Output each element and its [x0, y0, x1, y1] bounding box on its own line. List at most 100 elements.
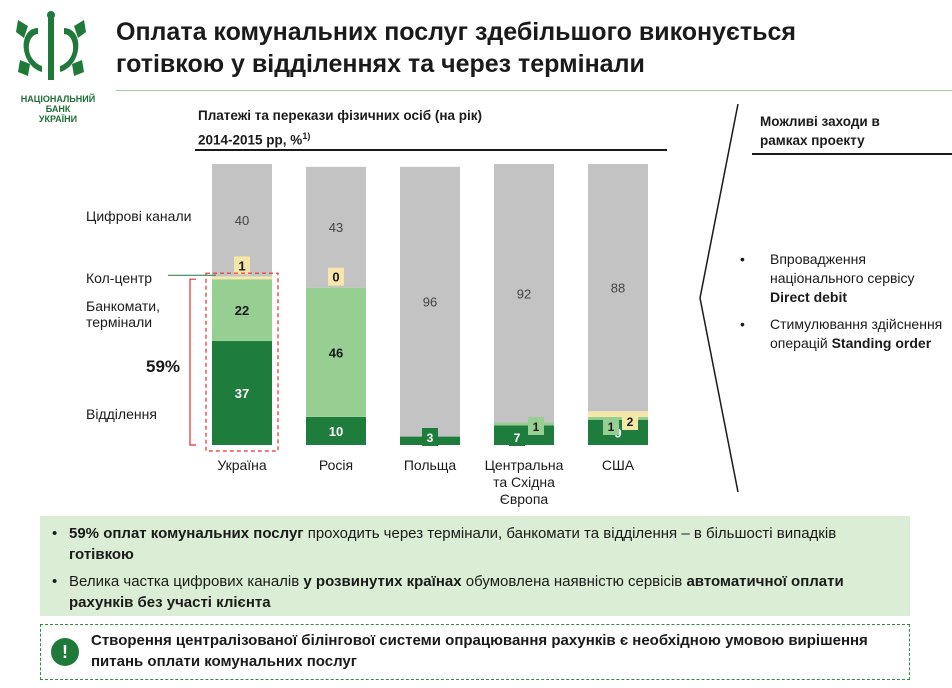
finding-text: обумовлена наявністю сервісів	[461, 573, 687, 590]
measure-text: Стимулювання здійснення операцій	[770, 316, 943, 351]
measures-list: • Впровадження національного сервісу Dir…	[740, 250, 950, 361]
category-label-line: Європа	[499, 491, 549, 507]
highlight-box	[205, 272, 279, 452]
data-label: 3	[427, 431, 434, 445]
chevron-divider-icon	[699, 103, 739, 493]
bar-segment	[212, 279, 272, 342]
category-label-line: та Східна	[493, 474, 555, 490]
logo-line: БАНК	[45, 104, 71, 114]
measures-title-line-1: Можливі заходи в	[760, 114, 880, 129]
highlight-label: 59%	[146, 357, 181, 376]
chart-title: Платежі та перекази фізичних осіб (на рі…	[198, 106, 678, 151]
finding-bold: автоматичної оплати рахунків без участі …	[69, 573, 844, 611]
data-label: 43	[329, 220, 343, 235]
data-label: 7	[514, 431, 521, 445]
measure-bold: Direct debit	[770, 289, 848, 305]
data-label: 1	[533, 420, 540, 434]
logo-text: НАЦІОНАЛЬНИЙ БАНК УКРАЇНИ	[8, 94, 108, 124]
data-label-box	[234, 256, 250, 275]
data-label-box	[422, 428, 438, 446]
category-label: Україна	[192, 457, 292, 474]
data-label: 46	[329, 345, 343, 360]
bar-segment	[494, 164, 554, 423]
bar-segment	[212, 276, 272, 280]
page-title-line-2: готівкою у відділеннях та через термінал…	[116, 50, 645, 78]
finding-bold: у розвинутих країнах	[303, 573, 462, 590]
exclamation-icon: !	[51, 638, 79, 666]
data-label: 40	[235, 213, 249, 228]
chart-title-footnote: 1)	[302, 131, 311, 141]
nbu-logo: НАЦІОНАЛЬНИЙ БАНК УКРАЇНИ	[8, 10, 95, 124]
bar-segment	[588, 411, 648, 417]
chart-title-divider	[195, 149, 667, 151]
category-label-line: США	[601, 457, 635, 473]
legend-label-atm: Банкомати, термінали	[86, 298, 160, 330]
data-label-box	[622, 412, 638, 430]
data-label: 92	[517, 286, 531, 301]
findings-panel: • 59% оплат комунальних послуг проходить…	[40, 516, 910, 616]
logo-line: НАЦІОНАЛЬНИЙ	[20, 94, 96, 104]
bar-segment	[306, 287, 366, 417]
page-title-line-1: Оплата комунальних послуг здебільшого ви…	[116, 18, 796, 46]
page-title: Оплата комунальних послуг здебільшого ви…	[116, 16, 836, 80]
data-label-box	[509, 428, 525, 446]
measure-item: • Впровадження національного сервісу Dir…	[740, 250, 950, 307]
bar-segment	[494, 422, 554, 426]
legend-label-branches: Відділення	[86, 406, 157, 422]
data-label: 1	[608, 420, 615, 434]
bar-segment	[400, 166, 460, 437]
bullet-icon: •	[740, 316, 745, 332]
data-label-box	[328, 267, 344, 286]
bar-segment	[588, 164, 648, 412]
category-label-line: Польща	[403, 457, 457, 473]
chart-title-line-2: 2014-2015 рр, %1)	[198, 126, 678, 151]
category-label-line: Україна	[217, 457, 267, 473]
chart-title-period: 2014-2015 рр, %	[198, 132, 303, 148]
chart-canvas: 37224011046430963927198812	[168, 164, 648, 452]
data-label-box	[528, 417, 544, 435]
measure-text: Впровадження національного сервісу	[770, 251, 915, 286]
measure-bold: Standing order	[831, 335, 932, 351]
category-label: США	[568, 457, 668, 474]
category-label-line: Центральна	[484, 457, 564, 473]
bullet-icon: •	[52, 573, 58, 590]
data-label: 0	[332, 270, 339, 285]
measures-title-line-2: рамках проекту	[760, 133, 865, 148]
legend-label-atm-line-2: термінали	[86, 314, 153, 330]
highlight-bracket	[189, 278, 196, 446]
category-label: Польща	[380, 457, 480, 474]
measures-divider	[752, 153, 952, 155]
finding-text: Велика частка цифрових каналів	[69, 573, 304, 590]
title-divider	[116, 90, 952, 91]
finding-item: • Велика частка цифрових каналів у розви…	[52, 571, 898, 613]
data-label-box	[603, 417, 619, 435]
data-label: 37	[235, 386, 249, 401]
data-label: 10	[329, 424, 343, 439]
conclusion-box: ! Створення централізованої білінгової с…	[40, 624, 910, 680]
nbu-emblem-icon	[16, 11, 86, 80]
legend-label-digital: Цифрові канали	[86, 208, 192, 224]
data-label: 1	[238, 258, 245, 273]
category-label-line: Росія	[318, 457, 354, 473]
finding-item: • 59% оплат комунальних послуг проходить…	[52, 523, 898, 565]
measure-item: • Стимулювання здійснення операцій Stand…	[740, 315, 950, 353]
bullet-icon: •	[740, 251, 745, 267]
bar-segment	[306, 166, 366, 288]
category-label: Центральна та Східна Європа	[474, 457, 574, 508]
data-label: 88	[611, 281, 625, 296]
bullet-icon: •	[52, 525, 58, 542]
stacked-bar-chart: 37224011046430963927198812 Цифрові канал…	[0, 150, 700, 520]
data-label: 22	[235, 303, 249, 318]
bar-segment	[306, 416, 366, 445]
bar-segment	[212, 341, 272, 445]
finding-bold: 59% оплат комунальних послуг	[69, 525, 304, 542]
data-label: 2	[627, 415, 634, 429]
finding-text: проходить через термінали, банкомати та …	[303, 525, 837, 542]
data-label: 96	[423, 295, 437, 310]
conclusion-text: Створення централізованої білінгової сис…	[91, 632, 868, 670]
logo-line: УКРАЇНИ	[38, 114, 78, 124]
finding-bold: готівкою	[69, 546, 134, 563]
legend-label-callcenter: Кол-центр	[86, 270, 153, 286]
chart-title-line-1: Платежі та перекази фізичних осіб (на рі…	[198, 108, 482, 123]
category-label: Росія	[286, 457, 386, 474]
